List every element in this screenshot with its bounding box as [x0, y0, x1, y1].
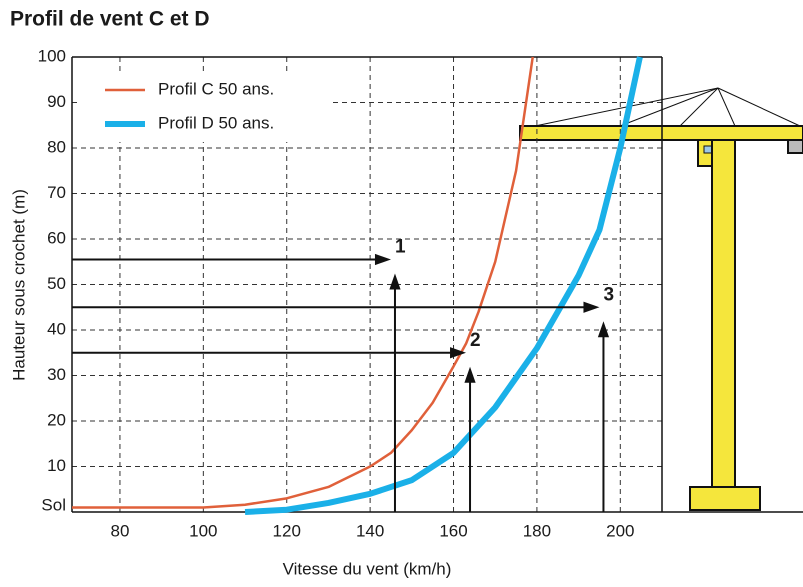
- y-tick-label: 70: [47, 183, 66, 202]
- annotation-arrowhead: [450, 347, 467, 359]
- legend-label: Profil D 50 ans.: [158, 113, 274, 132]
- y-tick-label: 80: [47, 137, 66, 156]
- annotation-arrowhead: [597, 321, 610, 338]
- y-tick-label: 100: [38, 46, 66, 65]
- x-tick-label: 120: [273, 521, 301, 540]
- annotation-arrowhead: [464, 366, 476, 383]
- y-tick-label: Sol: [41, 495, 66, 514]
- annotation-arrowhead: [389, 273, 401, 290]
- y-tick-label: 30: [47, 365, 66, 384]
- annotation-label: 1: [395, 236, 406, 257]
- x-tick-label: 140: [356, 521, 384, 540]
- y-tick-label: 90: [47, 92, 66, 111]
- x-tick-label: 180: [523, 521, 551, 540]
- annotation-arrowhead: [374, 253, 391, 266]
- y-tick-label: 60: [47, 228, 66, 247]
- legend-label: Profil C 50 ans.: [158, 79, 274, 98]
- x-tick-label: 100: [189, 521, 217, 540]
- y-tick-label: 50: [47, 274, 66, 293]
- y-tick-label: 40: [47, 319, 66, 338]
- annotation-label: 2: [470, 330, 481, 351]
- annotation-label: 3: [603, 284, 614, 305]
- x-tick-label: 200: [606, 521, 634, 540]
- series-line: [72, 56, 534, 509]
- y-tick-label: 20: [47, 410, 66, 429]
- chart-title: Profil de vent C et D: [10, 8, 210, 31]
- annotation-arrowhead: [583, 301, 600, 313]
- x-tick-label: 160: [439, 521, 467, 540]
- x-axis-label: Vitesse du vent (km/h): [283, 559, 452, 578]
- series-line: [244, 56, 643, 515]
- x-tick-label: 80: [110, 521, 129, 540]
- y-axis-label: Hauteur sous crochet (m): [9, 189, 28, 381]
- y-tick-label: 10: [47, 456, 66, 475]
- legend-box: [78, 72, 333, 142]
